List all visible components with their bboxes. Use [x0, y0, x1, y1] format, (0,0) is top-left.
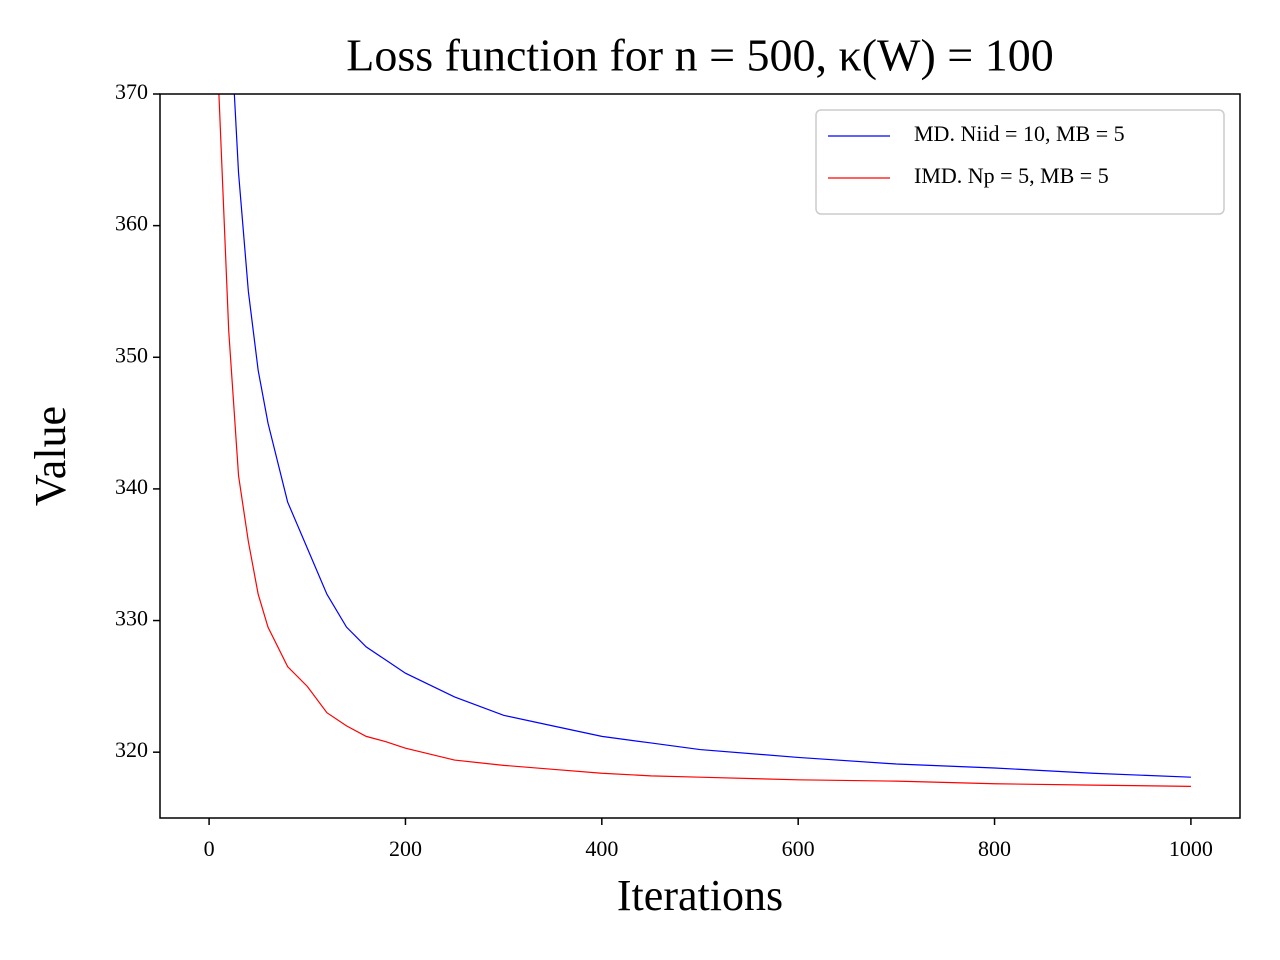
- y-tick-label: 360: [115, 211, 148, 236]
- y-tick-label: 330: [115, 606, 148, 631]
- legend-label: IMD. Np = 5, MB = 5: [914, 163, 1109, 188]
- x-axis-label: Iterations: [617, 871, 783, 920]
- x-tick-label: 0: [204, 836, 215, 861]
- y-tick-label: 350: [115, 342, 148, 367]
- plot-frame: [159, 93, 1241, 819]
- x-tick-label: 1000: [1169, 836, 1213, 861]
- x-tick-label: 400: [585, 836, 618, 861]
- y-tick-label: 340: [115, 474, 148, 499]
- x-tick-label: 600: [782, 836, 815, 861]
- chart-title: Loss function for n = 500, κ(W) = 100: [346, 30, 1053, 81]
- y-tick-label: 370: [115, 79, 148, 104]
- x-tick-label: 800: [978, 836, 1011, 861]
- series-line: [218, 94, 1191, 788]
- series-line: [233, 94, 1191, 778]
- x-tick-label: 200: [389, 836, 422, 861]
- legend-label: MD. Niid = 10, MB = 5: [914, 121, 1125, 146]
- y-axis-label: Value: [26, 406, 75, 506]
- plot-lines: [218, 94, 1191, 788]
- y-tick-label: 320: [115, 737, 148, 762]
- legend-box: [815, 109, 1225, 215]
